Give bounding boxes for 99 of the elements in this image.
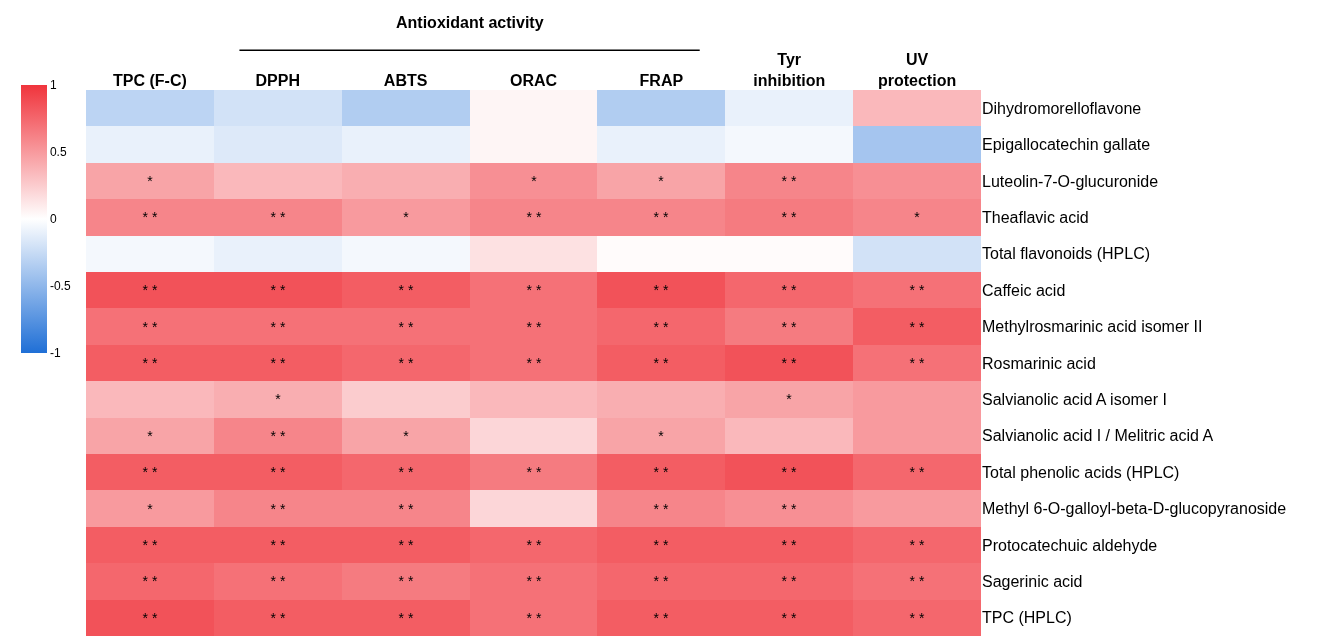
data-label: * <box>147 172 154 189</box>
y-tick-label: Dihydromorelloflavone <box>982 99 1142 117</box>
data-label: * <box>403 208 410 225</box>
data-label: * * <box>781 572 797 589</box>
y-tick-label: Methylrosmarinic acid isomer II <box>982 318 1203 336</box>
data-label: * * <box>781 318 797 335</box>
data-label: * <box>147 427 154 444</box>
y-tick-label: Epigallocatechin gallate <box>982 136 1151 154</box>
x-tick-label: TPC (F-C) <box>113 71 187 89</box>
y-tick-label: Luteolin-7-O-glucuronide <box>982 172 1159 190</box>
data-label: * * <box>142 318 158 335</box>
data-label: * * <box>398 609 414 626</box>
data-label: * * <box>142 281 158 298</box>
data-label: * * <box>526 463 542 480</box>
data-label: * * <box>526 354 542 371</box>
data-label: * * <box>781 536 797 553</box>
data-label: * * <box>270 500 286 517</box>
data-label: * * <box>142 572 158 589</box>
data-label: * * <box>270 536 286 553</box>
data-label: * * <box>653 536 669 553</box>
y-tick-label: Salvianolic acid A isomer I <box>982 391 1167 408</box>
data-label: * * <box>142 536 158 553</box>
data-label: * * <box>270 281 286 298</box>
y-tick-label: Salvianolic acid I / Melitric acid A <box>982 427 1214 445</box>
data-label: * * <box>270 572 286 589</box>
data-label: * * <box>526 318 542 335</box>
data-label: * * <box>781 609 797 626</box>
data-label: * * <box>270 427 286 444</box>
data-label: * * <box>909 318 925 335</box>
data-label: * * <box>142 463 158 480</box>
text: Antioxidant activity <box>396 14 544 31</box>
data-label: * * <box>653 463 669 480</box>
color-bar-label: 1 <box>49 77 57 92</box>
y-tick-label: TPC (HPLC) <box>982 609 1072 627</box>
data-label: * * <box>398 572 414 589</box>
data-label: * * <box>398 281 414 298</box>
data-label: * * <box>653 572 669 589</box>
color-bar-label: 0.5 <box>49 144 67 159</box>
data-label: * <box>658 172 665 189</box>
y-tick-label: Total flavonoids (HPLC) <box>982 245 1151 263</box>
data-label: * * <box>653 281 669 298</box>
x-tick-label: UV protection <box>877 51 957 89</box>
data-label: * * <box>526 572 542 589</box>
data-label: * * <box>653 500 669 517</box>
data-label: * * <box>781 208 797 225</box>
data-label: * * <box>142 354 158 371</box>
data-label: * * <box>653 318 669 335</box>
y-tick-label: Rosmarinic acid <box>982 354 1096 372</box>
data-label: * * <box>270 463 286 480</box>
data-label: * * <box>270 318 286 335</box>
data-label: * <box>531 172 538 189</box>
data-label: * <box>147 500 154 517</box>
data-label: * * <box>398 318 414 335</box>
data-label: * * <box>526 536 542 553</box>
x-tick-label: FRAP <box>639 71 684 89</box>
data-label: * * <box>909 572 925 589</box>
y-tick-label: Caffeic acid <box>982 281 1066 299</box>
data-label: * * <box>526 609 542 626</box>
data-label: * * <box>270 354 286 371</box>
color-bar-label: 0 <box>49 211 57 226</box>
data-label: * <box>275 390 282 407</box>
y-tick-label: Protocatechuic aldehyde <box>982 536 1158 554</box>
data-label: * <box>786 390 793 407</box>
data-label: * * <box>526 281 542 298</box>
data-label: * <box>658 427 665 444</box>
x-tick-label: DPPH <box>255 71 301 89</box>
data-label: * * <box>909 536 925 553</box>
data-label: * * <box>526 208 542 225</box>
data-label: * * <box>398 500 414 517</box>
data-label: * * <box>142 609 158 626</box>
data-label: * <box>914 208 921 225</box>
data-label: * * <box>909 281 925 298</box>
data-label: * * <box>781 463 797 480</box>
color-bar-label: -0.5 <box>49 278 71 293</box>
data-label: * * <box>781 500 797 517</box>
x-tick-label: ABTS <box>383 71 428 89</box>
data-label: * * <box>653 208 669 225</box>
y-tick-label: Methyl 6-O-galloyl-beta-D-glucopyranoside <box>982 500 1287 518</box>
y-tick-label: Total phenolic acids (HPLC) <box>982 463 1180 481</box>
data-label: * * <box>653 354 669 371</box>
data-label: * * <box>398 536 414 553</box>
data-label: * * <box>270 609 286 626</box>
data-label: * * <box>909 354 925 371</box>
data-label: * * <box>398 354 414 371</box>
data-label: * * <box>653 609 669 626</box>
data-label: * * <box>398 463 414 480</box>
data-label: * * <box>270 208 286 225</box>
y-tick-label: Sagerinic acid <box>982 573 1083 590</box>
data-label: * * <box>781 172 797 189</box>
data-label: * * <box>909 609 925 626</box>
data-label: * * <box>909 463 925 480</box>
data-label: * * <box>781 281 797 298</box>
y-tick-label: Theaflavic acid <box>982 209 1089 226</box>
color-bar-label: -1 <box>49 345 61 360</box>
x-tick-label: Tyr inhibition <box>753 51 826 89</box>
data-label: * <box>403 427 410 444</box>
data-label: * * <box>142 208 158 225</box>
x-tick-label: ORAC <box>509 71 558 89</box>
data-label: * * <box>781 354 797 371</box>
